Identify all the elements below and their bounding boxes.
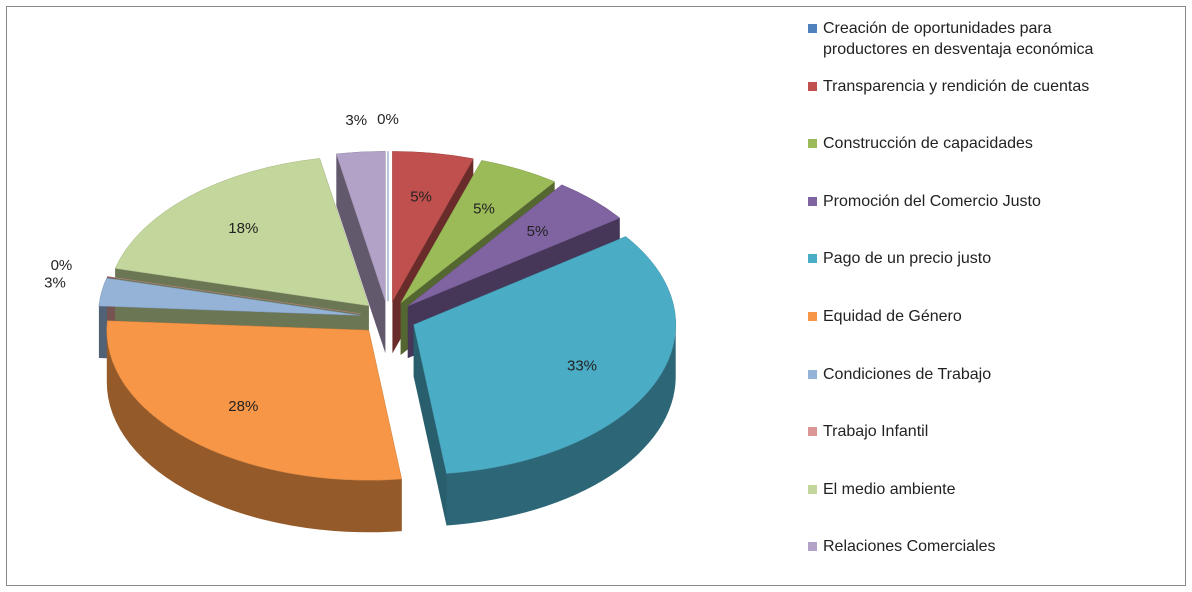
legend-item: Condiciones de Trabajo — [808, 364, 1098, 385]
legend-label: Promoción del Comercio Justo — [823, 192, 1041, 210]
slice — [400, 160, 556, 304]
data-label: 5% — [473, 200, 495, 217]
legend-label: Equidad de Género — [823, 308, 962, 325]
legend-swatch — [808, 369, 817, 379]
slice — [413, 236, 676, 474]
slice-side — [336, 153, 386, 354]
legend-swatch — [808, 312, 817, 321]
legend-label: Pago de un precio justo — [823, 250, 992, 268]
data-label: 5% — [527, 223, 549, 240]
legend-label: Construcción de capacidades — [823, 135, 1033, 153]
legend-item: Transparencia y rendición de cuentas — [808, 76, 1098, 97]
legend-label: El medio ambiente — [823, 480, 956, 498]
legend-label: Relaciones Comerciales — [823, 538, 996, 556]
legend-swatch — [808, 254, 817, 264]
legend-swatch — [808, 542, 817, 552]
data-label: 33% — [567, 357, 597, 374]
chart-frame — [6, 6, 1186, 586]
slice — [407, 184, 621, 307]
legend-label: Creación de oportunidades para productor… — [823, 20, 1094, 58]
legend-item: Equidad de Género — [808, 306, 1098, 327]
data-label: 5% — [410, 189, 432, 206]
slice-side — [106, 330, 402, 533]
data-label: 3% — [44, 275, 66, 292]
legend-item: Trabajo Infantil — [808, 421, 1098, 442]
data-label: 28% — [228, 398, 258, 415]
legend-swatch — [808, 427, 817, 437]
slice — [392, 151, 474, 303]
slice — [114, 158, 370, 307]
legend-swatch — [808, 24, 817, 33]
legend-label: Trabajo Infantil — [823, 423, 929, 441]
data-label: 0% — [51, 257, 73, 274]
legend-item: Pago de un precio justo — [808, 248, 1098, 269]
legend-item: Construcción de capacidades — [808, 133, 1098, 154]
slice — [106, 320, 403, 481]
legend-swatch — [808, 196, 817, 206]
legend-item: El medio ambiente — [808, 479, 1098, 500]
legend-label: Condiciones de Trabajo — [823, 365, 992, 383]
legend-item: Promoción del Comercio Justo — [808, 191, 1098, 212]
slice — [335, 151, 386, 302]
slice — [98, 277, 361, 316]
slice-side — [446, 324, 676, 526]
legend-swatch — [808, 139, 817, 149]
legend-item: Creación de oportunidades para productor… — [808, 18, 1098, 60]
legend-swatch — [808, 484, 817, 494]
data-label: 18% — [228, 220, 258, 237]
legend-label: Transparencia y rendición de cuentas — [823, 77, 1090, 95]
data-label: 3% — [345, 112, 367, 129]
legend-swatch — [808, 81, 817, 91]
slice — [107, 276, 361, 315]
data-label: 0% — [377, 111, 399, 128]
slice-side — [413, 324, 447, 526]
legend-item: Relaciones Comerciales — [808, 536, 1098, 557]
